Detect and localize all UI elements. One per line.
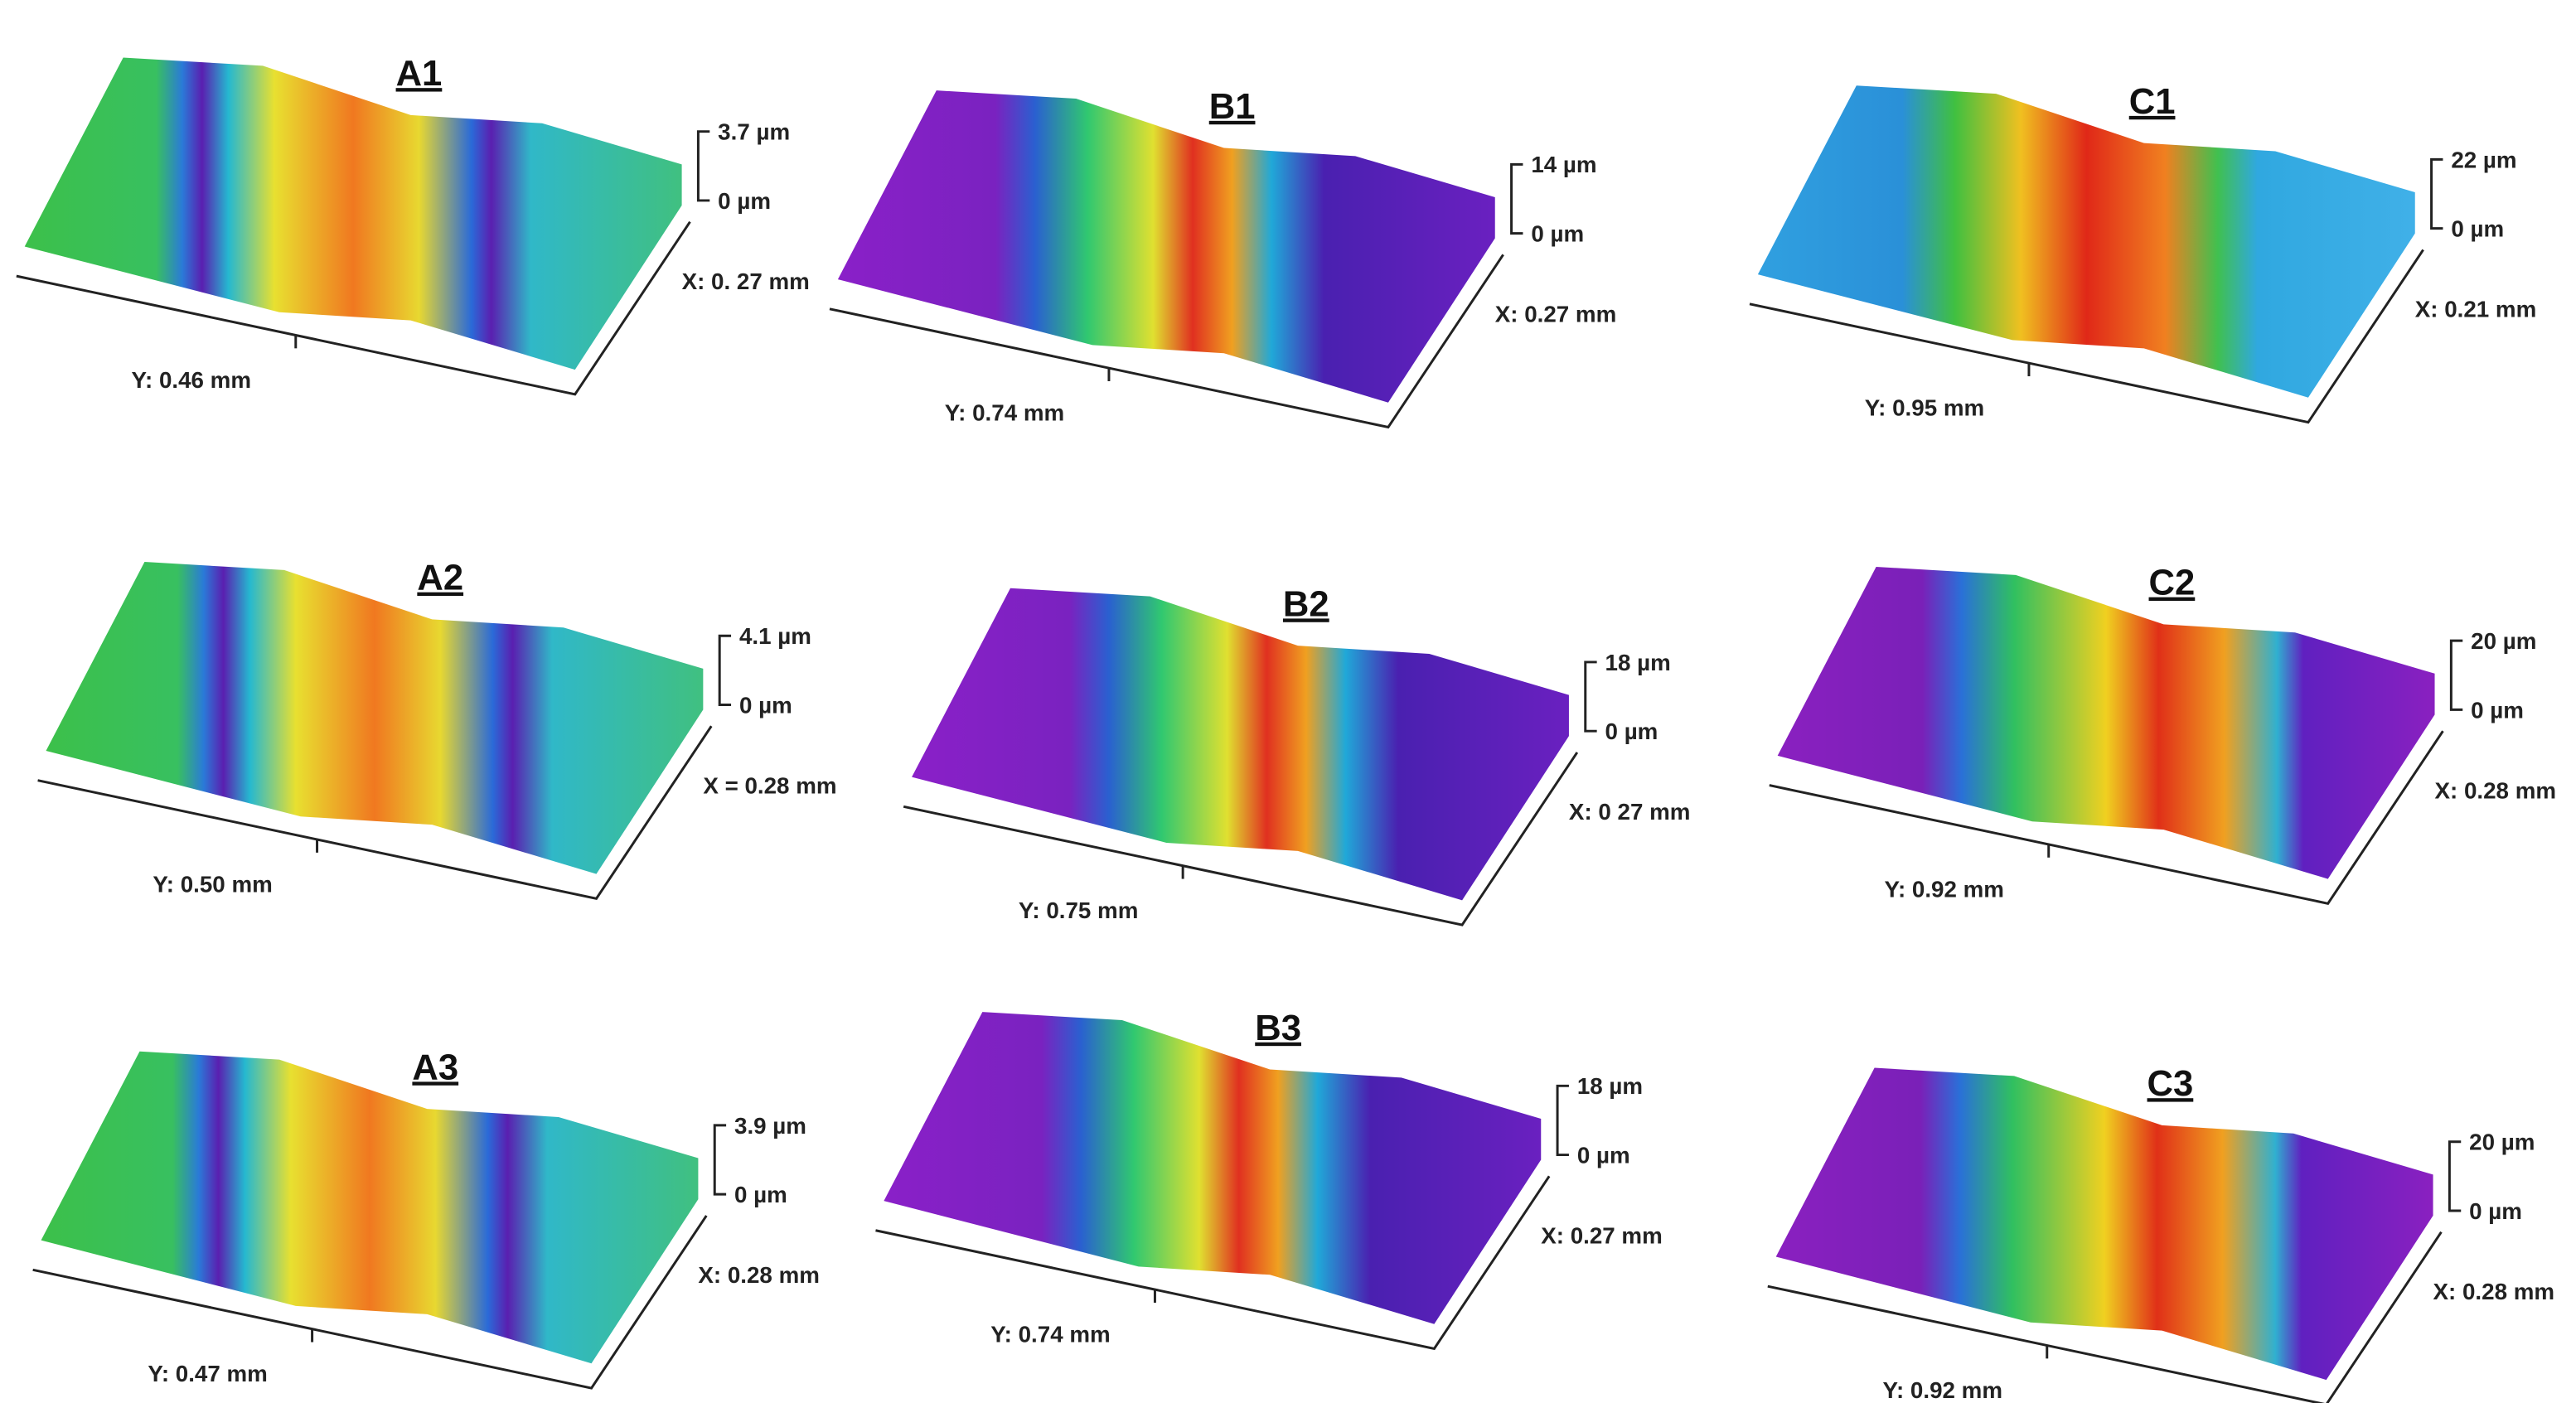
axis-line — [1749, 249, 2424, 424]
axis-line — [37, 725, 713, 901]
surface — [46, 562, 704, 874]
z-min-label: 0 µm — [2469, 1198, 2522, 1224]
surface-panel: C3 20 µm 0 µm X: 0.28 mm Y: 0.92 mm — [1767, 1064, 2555, 1403]
surface — [41, 1051, 699, 1364]
z-max-label: 20 µm — [2471, 628, 2536, 654]
y-size-label: Y: 0.47 mm — [148, 1361, 267, 1386]
y-size-label: Y: 0.75 mm — [1019, 897, 1138, 923]
panels: A1 3.7 µm 0 µm X: 0. 27 mm Y: 0.46 mm B1 14 µm… — [16, 54, 2557, 1403]
surface-panel: B2 18 µm 0 µm X: 0 27 mm Y: 0.75 mm — [903, 584, 1691, 926]
panel-label: C2 — [2149, 564, 2196, 603]
x-size-label: X: 0. 27 mm — [682, 269, 810, 294]
surface — [1775, 1067, 2433, 1381]
surface-panel: B3 18 µm 0 µm X: 0.27 mm Y: 0.74 mm — [875, 1009, 1663, 1351]
panel-label: A1 — [396, 54, 443, 94]
x-size-label: X = 0.28 mm — [703, 773, 836, 799]
panel-label: C1 — [2129, 82, 2176, 122]
surface-panel: B1 14 µm 0 µm X: 0.27 mm Y: 0.74 mm — [829, 87, 1617, 429]
surface-panel: A2 4.1 µm 0 µm X = 0.28 mm Y: 0.50 mm — [37, 559, 837, 901]
y-size-label: Y: 0.95 mm — [1865, 395, 1984, 421]
panel-label: B1 — [1209, 87, 1256, 127]
z-min-label: 0 µm — [718, 188, 771, 214]
z-max-label: 14 µm — [1531, 152, 1596, 177]
y-size-label: Y: 0.46 mm — [132, 367, 251, 393]
axis-line — [32, 1215, 708, 1390]
z-min-label: 0 µm — [2471, 697, 2524, 723]
x-size-label: X: 0.28 mm — [698, 1262, 820, 1288]
z-max-label: 20 µm — [2469, 1130, 2535, 1155]
y-size-label: Y: 0.74 mm — [945, 400, 1064, 426]
z-scale — [2430, 157, 2443, 230]
y-size-label: Y: 0.74 mm — [990, 1322, 1110, 1347]
z-scale — [2448, 1140, 2462, 1212]
z-scale — [1510, 162, 1523, 235]
axis-line — [1769, 730, 2444, 905]
x-size-label: X: 0.27 mm — [1541, 1223, 1663, 1249]
y-size-label: Y: 0.92 mm — [1883, 1377, 2002, 1403]
y-size-label: Y: 0.50 mm — [153, 871, 272, 897]
z-scale — [2449, 639, 2463, 711]
panel-label: A2 — [417, 559, 463, 598]
z-min-label: 0 µm — [734, 1182, 787, 1207]
surface-panel: C2 20 µm 0 µm X: 0.28 mm Y: 0.92 mm — [1769, 564, 2557, 905]
y-size-label: Y: 0.92 mm — [1885, 876, 2004, 902]
surface-panel: A1 3.7 µm 0 µm X: 0. 27 mm Y: 0.46 mm — [16, 54, 810, 396]
z-max-label: 3.9 µm — [734, 1113, 806, 1139]
x-size-label: X: 0 27 mm — [1569, 799, 1691, 825]
axis-line — [1767, 1231, 2443, 1403]
axis-line — [16, 220, 691, 396]
z-scale — [713, 1124, 727, 1196]
z-scale — [696, 130, 710, 202]
z-max-label: 22 µm — [2451, 147, 2516, 172]
panel-label: B2 — [1283, 584, 1329, 624]
z-max-label: 3.7 µm — [718, 119, 790, 145]
z-scale — [718, 634, 732, 706]
x-size-label: X: 0.28 mm — [2435, 777, 2557, 803]
panel-label: B3 — [1255, 1009, 1301, 1048]
axis-line — [829, 254, 1504, 429]
z-min-label: 0 µm — [1605, 718, 1658, 744]
x-size-label: X: 0.21 mm — [2415, 297, 2537, 322]
x-size-label: X: 0.27 mm — [1495, 302, 1617, 327]
z-max-label: 18 µm — [1577, 1073, 1643, 1099]
surface-panel: A3 3.9 µm 0 µm X: 0.28 mm Y: 0.47 mm — [32, 1047, 820, 1390]
axis-line — [875, 1175, 1551, 1351]
surface — [24, 57, 682, 370]
x-size-label: X: 0.28 mm — [2433, 1279, 2555, 1304]
z-min-label: 0 µm — [2451, 216, 2504, 242]
z-scale — [1584, 660, 1597, 733]
z-max-label: 18 µm — [1605, 650, 1671, 675]
z-min-label: 0 µm — [739, 692, 792, 718]
z-scale — [1556, 1084, 1569, 1157]
panel-label: A3 — [412, 1047, 458, 1087]
surface — [837, 90, 1495, 403]
surface — [912, 588, 1569, 901]
surface-panel: C1 22 µm 0 µm X: 0.21 mm Y: 0.95 mm — [1749, 82, 2537, 424]
z-min-label: 0 µm — [1577, 1142, 1630, 1168]
z-max-label: 4.1 µm — [739, 623, 811, 649]
surface — [1777, 566, 2435, 879]
surface — [1757, 85, 2415, 398]
axis-line — [903, 752, 1579, 926]
panel-label: C3 — [2147, 1064, 2194, 1104]
surface — [884, 1012, 1542, 1324]
z-min-label: 0 µm — [1531, 221, 1584, 247]
